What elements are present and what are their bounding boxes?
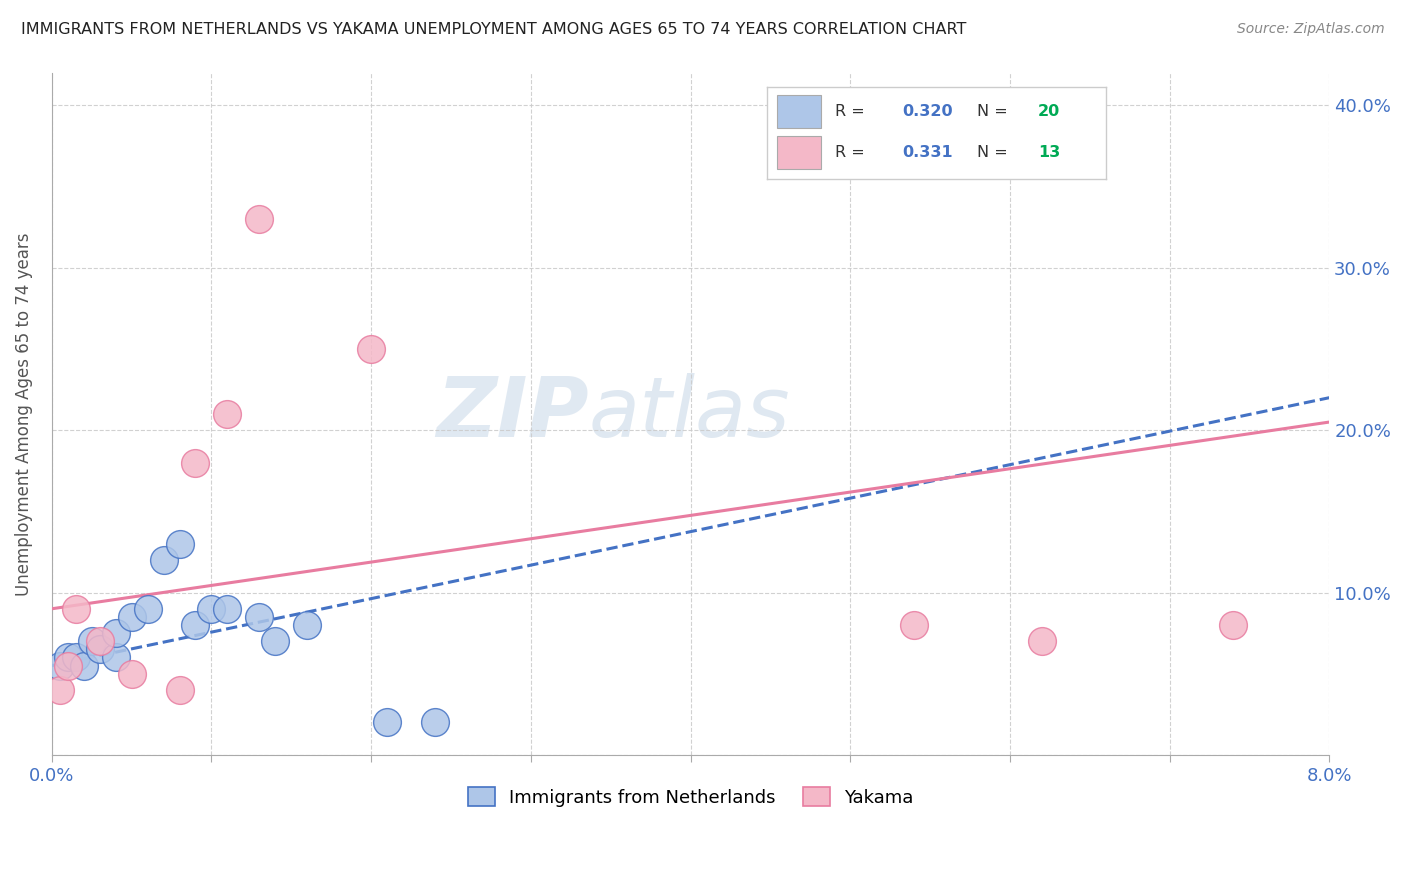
Text: atlas: atlas xyxy=(588,374,790,454)
Point xyxy=(423,715,446,730)
Point xyxy=(65,650,87,665)
Point xyxy=(264,634,287,648)
Point xyxy=(1031,634,1053,648)
Point xyxy=(89,642,111,657)
Point xyxy=(200,601,222,615)
Point xyxy=(121,610,143,624)
Point xyxy=(89,634,111,648)
Point xyxy=(104,626,127,640)
Point xyxy=(136,601,159,615)
Point xyxy=(217,407,239,421)
Point xyxy=(56,658,79,673)
Point xyxy=(1222,618,1244,632)
Point xyxy=(73,658,96,673)
Point xyxy=(121,666,143,681)
Point xyxy=(104,650,127,665)
Point xyxy=(169,537,191,551)
Point xyxy=(65,601,87,615)
Point xyxy=(80,634,103,648)
Point xyxy=(375,715,398,730)
Point xyxy=(184,618,207,632)
Point xyxy=(903,618,925,632)
Point xyxy=(56,650,79,665)
Point xyxy=(217,601,239,615)
Text: ZIP: ZIP xyxy=(436,374,588,454)
Point xyxy=(247,212,270,227)
Point xyxy=(184,456,207,470)
Point xyxy=(48,658,70,673)
Point xyxy=(169,682,191,697)
Point xyxy=(360,342,382,356)
Point xyxy=(247,610,270,624)
Point xyxy=(297,618,319,632)
Point xyxy=(152,553,174,567)
Legend: Immigrants from Netherlands, Yakama: Immigrants from Netherlands, Yakama xyxy=(460,780,921,814)
Point xyxy=(48,682,70,697)
Text: IMMIGRANTS FROM NETHERLANDS VS YAKAMA UNEMPLOYMENT AMONG AGES 65 TO 74 YEARS COR: IMMIGRANTS FROM NETHERLANDS VS YAKAMA UN… xyxy=(21,22,966,37)
Y-axis label: Unemployment Among Ages 65 to 74 years: Unemployment Among Ages 65 to 74 years xyxy=(15,232,32,596)
Text: Source: ZipAtlas.com: Source: ZipAtlas.com xyxy=(1237,22,1385,37)
